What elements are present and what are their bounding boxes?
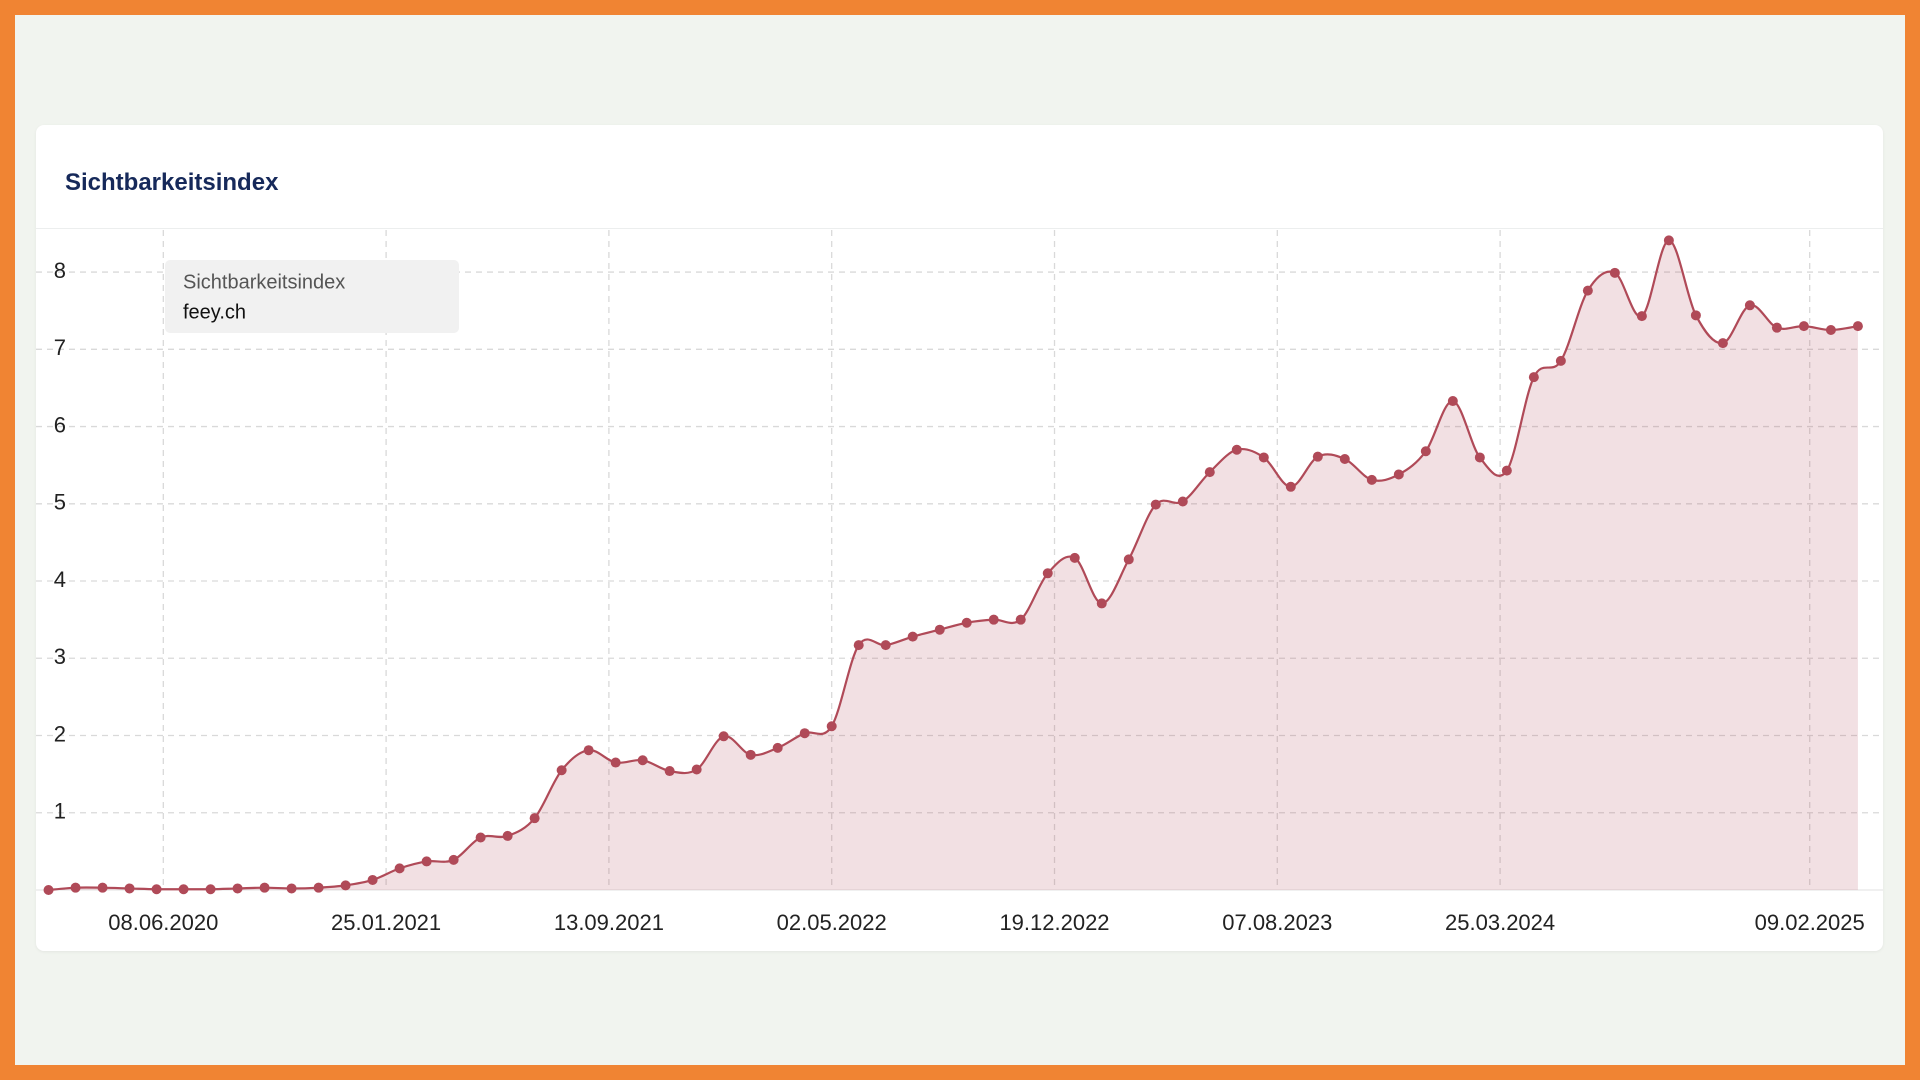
y-tick-label: 1 <box>54 799 66 824</box>
data-point <box>1393 469 1404 480</box>
chart-title: Sichtbarkeitsindex <box>65 169 279 196</box>
x-tick-label: 09.02.2025 <box>1755 910 1865 935</box>
data-point <box>502 830 513 841</box>
data-point <box>313 882 324 893</box>
data-point <box>205 884 216 895</box>
data-point <box>1366 474 1377 485</box>
data-point <box>1150 499 1161 510</box>
legend-box <box>165 260 459 333</box>
data-point <box>853 640 864 651</box>
data-point <box>1042 568 1053 579</box>
data-point <box>259 882 270 893</box>
x-tick-label: 13.09.2021 <box>554 910 664 935</box>
data-point <box>907 631 918 642</box>
area-fill <box>48 240 1858 890</box>
data-point <box>691 764 702 775</box>
data-point <box>637 755 648 766</box>
data-point <box>1420 446 1431 457</box>
x-tick-label: 08.06.2020 <box>108 910 218 935</box>
data-point <box>1717 338 1728 349</box>
x-tick-label: 07.08.2023 <box>1222 910 1332 935</box>
data-point <box>1312 451 1323 462</box>
data-point <box>1339 453 1350 464</box>
data-point <box>1015 614 1026 625</box>
data-point <box>772 742 783 753</box>
x-tick-label: 25.03.2024 <box>1445 910 1555 935</box>
data-point <box>1690 310 1701 321</box>
data-point <box>1825 325 1836 335</box>
data-point <box>1069 552 1080 563</box>
data-point <box>151 884 162 895</box>
data-point <box>1177 496 1188 507</box>
data-point <box>1744 300 1755 311</box>
data-point <box>1582 285 1593 296</box>
data-point <box>745 749 756 760</box>
data-point <box>718 731 729 742</box>
data-point <box>1258 452 1269 463</box>
y-tick-label: 2 <box>54 721 66 746</box>
data-point <box>1204 467 1215 478</box>
data-point <box>340 880 351 891</box>
data-point <box>1231 444 1242 455</box>
data-point <box>1636 311 1647 322</box>
y-tick-label: 6 <box>54 412 66 437</box>
data-point <box>880 640 891 651</box>
y-tick-label: 3 <box>54 644 66 669</box>
data-point <box>1474 452 1485 463</box>
data-point <box>1528 372 1539 383</box>
data-point <box>1663 235 1674 246</box>
data-point <box>70 882 81 893</box>
data-point <box>988 614 999 625</box>
data-point <box>286 883 297 894</box>
data-point <box>1771 322 1782 333</box>
y-tick-label: 8 <box>54 258 66 283</box>
data-point <box>1798 321 1809 332</box>
x-tick-label: 25.01.2021 <box>331 910 441 935</box>
data-point <box>934 624 945 635</box>
data-point <box>232 883 243 894</box>
data-point <box>799 728 810 739</box>
data-point <box>1285 481 1296 492</box>
data-point <box>1852 321 1863 332</box>
data-point <box>475 832 486 843</box>
data-point <box>97 882 108 893</box>
data-point <box>43 885 54 895</box>
data-point <box>529 813 540 824</box>
data-point <box>448 854 459 865</box>
legend: Sichtbarkeitsindex feey.ch <box>165 260 459 333</box>
data-point <box>610 757 621 768</box>
data-point <box>826 721 837 732</box>
y-tick-label: 4 <box>54 567 66 592</box>
data-point <box>178 884 189 895</box>
x-tick-label: 02.05.2022 <box>777 910 887 935</box>
data-point <box>556 765 567 776</box>
data-point <box>1096 598 1107 609</box>
data-point <box>1123 554 1134 565</box>
data-point <box>583 745 594 756</box>
y-tick-label: 5 <box>54 490 66 515</box>
data-point <box>1501 465 1512 476</box>
data-point <box>1447 396 1458 407</box>
y-tick-label: 7 <box>54 335 66 360</box>
data-point <box>367 874 378 885</box>
divider <box>36 228 1883 229</box>
data-point <box>1555 355 1566 366</box>
data-point <box>421 856 432 867</box>
data-point <box>664 766 675 777</box>
data-point <box>394 863 405 874</box>
x-tick-label: 19.12.2022 <box>999 910 1109 935</box>
legend-title: Sichtbarkeitsindex <box>183 271 345 293</box>
legend-entry: feey.ch <box>183 301 246 323</box>
data-point <box>1609 267 1620 278</box>
data-point <box>124 883 135 894</box>
data-point <box>961 617 972 628</box>
